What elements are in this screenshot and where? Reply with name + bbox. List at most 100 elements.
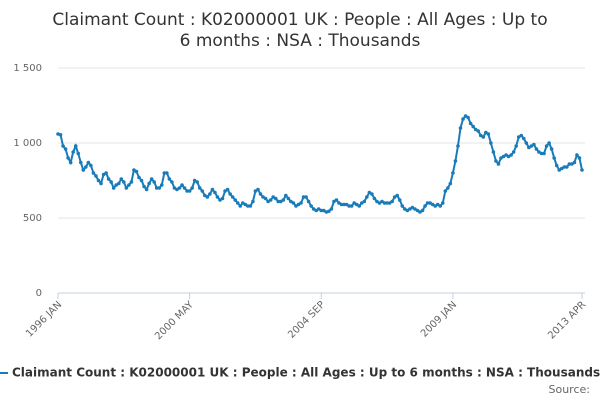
y-tick-label: 1 000 [13, 138, 42, 149]
point [284, 193, 288, 198]
point [122, 180, 126, 184]
point [116, 181, 121, 186]
point [544, 144, 549, 148]
point [443, 189, 448, 193]
series-line [57, 114, 583, 214]
point [213, 190, 217, 195]
point [309, 204, 313, 208]
point [304, 195, 308, 199]
point [99, 181, 103, 186]
point [220, 196, 225, 201]
point [84, 165, 88, 169]
point [139, 178, 144, 183]
point [180, 183, 184, 187]
point [104, 171, 108, 175]
point [215, 195, 220, 199]
point [165, 171, 169, 175]
point [342, 202, 346, 207]
point [81, 168, 86, 172]
point [142, 184, 146, 189]
point [137, 175, 141, 180]
point [235, 201, 240, 205]
point [382, 201, 387, 205]
point [329, 207, 334, 211]
point [349, 204, 354, 208]
point [225, 187, 230, 192]
y-tick-label: 500 [23, 213, 42, 224]
point [86, 160, 91, 165]
point [438, 204, 443, 208]
point [106, 177, 111, 181]
point [154, 186, 159, 190]
point [370, 192, 374, 196]
point [291, 201, 296, 205]
point [182, 186, 187, 190]
point [425, 201, 430, 205]
point [481, 135, 486, 139]
point [539, 151, 544, 156]
point [365, 195, 369, 199]
point [185, 189, 189, 193]
x-tick-label: 2004 SEP [286, 299, 327, 340]
point [111, 186, 116, 190]
point [562, 165, 567, 169]
point [276, 199, 281, 204]
x-tick-label: 2013 APR [546, 299, 588, 341]
point [230, 195, 235, 199]
x-tick-label: 2000 MAY [153, 299, 196, 342]
point [187, 189, 192, 193]
point [228, 192, 232, 196]
point [273, 196, 278, 201]
point [461, 117, 465, 121]
point [248, 204, 253, 208]
point [76, 151, 81, 156]
point [420, 208, 425, 213]
point [268, 198, 273, 202]
point [66, 156, 70, 160]
point [127, 183, 131, 187]
point [489, 141, 493, 145]
point [395, 193, 400, 198]
point [519, 133, 524, 138]
point [96, 178, 101, 183]
legend-label: Claimant Count : K02000001 UK : People :… [12, 366, 600, 380]
point [124, 186, 129, 190]
point [147, 181, 151, 186]
point [524, 141, 529, 145]
point [177, 186, 182, 190]
point [159, 183, 164, 187]
point [73, 144, 78, 148]
point [357, 204, 362, 208]
point [167, 177, 172, 181]
point [319, 208, 324, 213]
point [195, 180, 200, 184]
y-tick-label: 1 500 [13, 63, 42, 74]
point [152, 180, 156, 184]
point [453, 159, 458, 163]
point [256, 187, 260, 192]
chart-title: 6 months : NSA : Thousands [180, 31, 421, 51]
point [258, 192, 263, 196]
point [521, 136, 526, 141]
point [61, 144, 65, 148]
point [390, 199, 394, 204]
point [327, 209, 331, 214]
point [149, 177, 154, 181]
point [575, 153, 579, 157]
point [71, 150, 75, 154]
point [129, 180, 134, 184]
point [301, 195, 306, 199]
point [208, 192, 212, 196]
point [542, 151, 546, 156]
point [580, 168, 584, 172]
point [210, 187, 215, 192]
point [468, 121, 473, 126]
point [532, 142, 536, 147]
point [446, 186, 450, 190]
point [440, 201, 445, 205]
x-tick-label: 2009 JAN [419, 299, 459, 339]
point [119, 177, 124, 181]
point [547, 141, 551, 145]
point [397, 198, 402, 202]
